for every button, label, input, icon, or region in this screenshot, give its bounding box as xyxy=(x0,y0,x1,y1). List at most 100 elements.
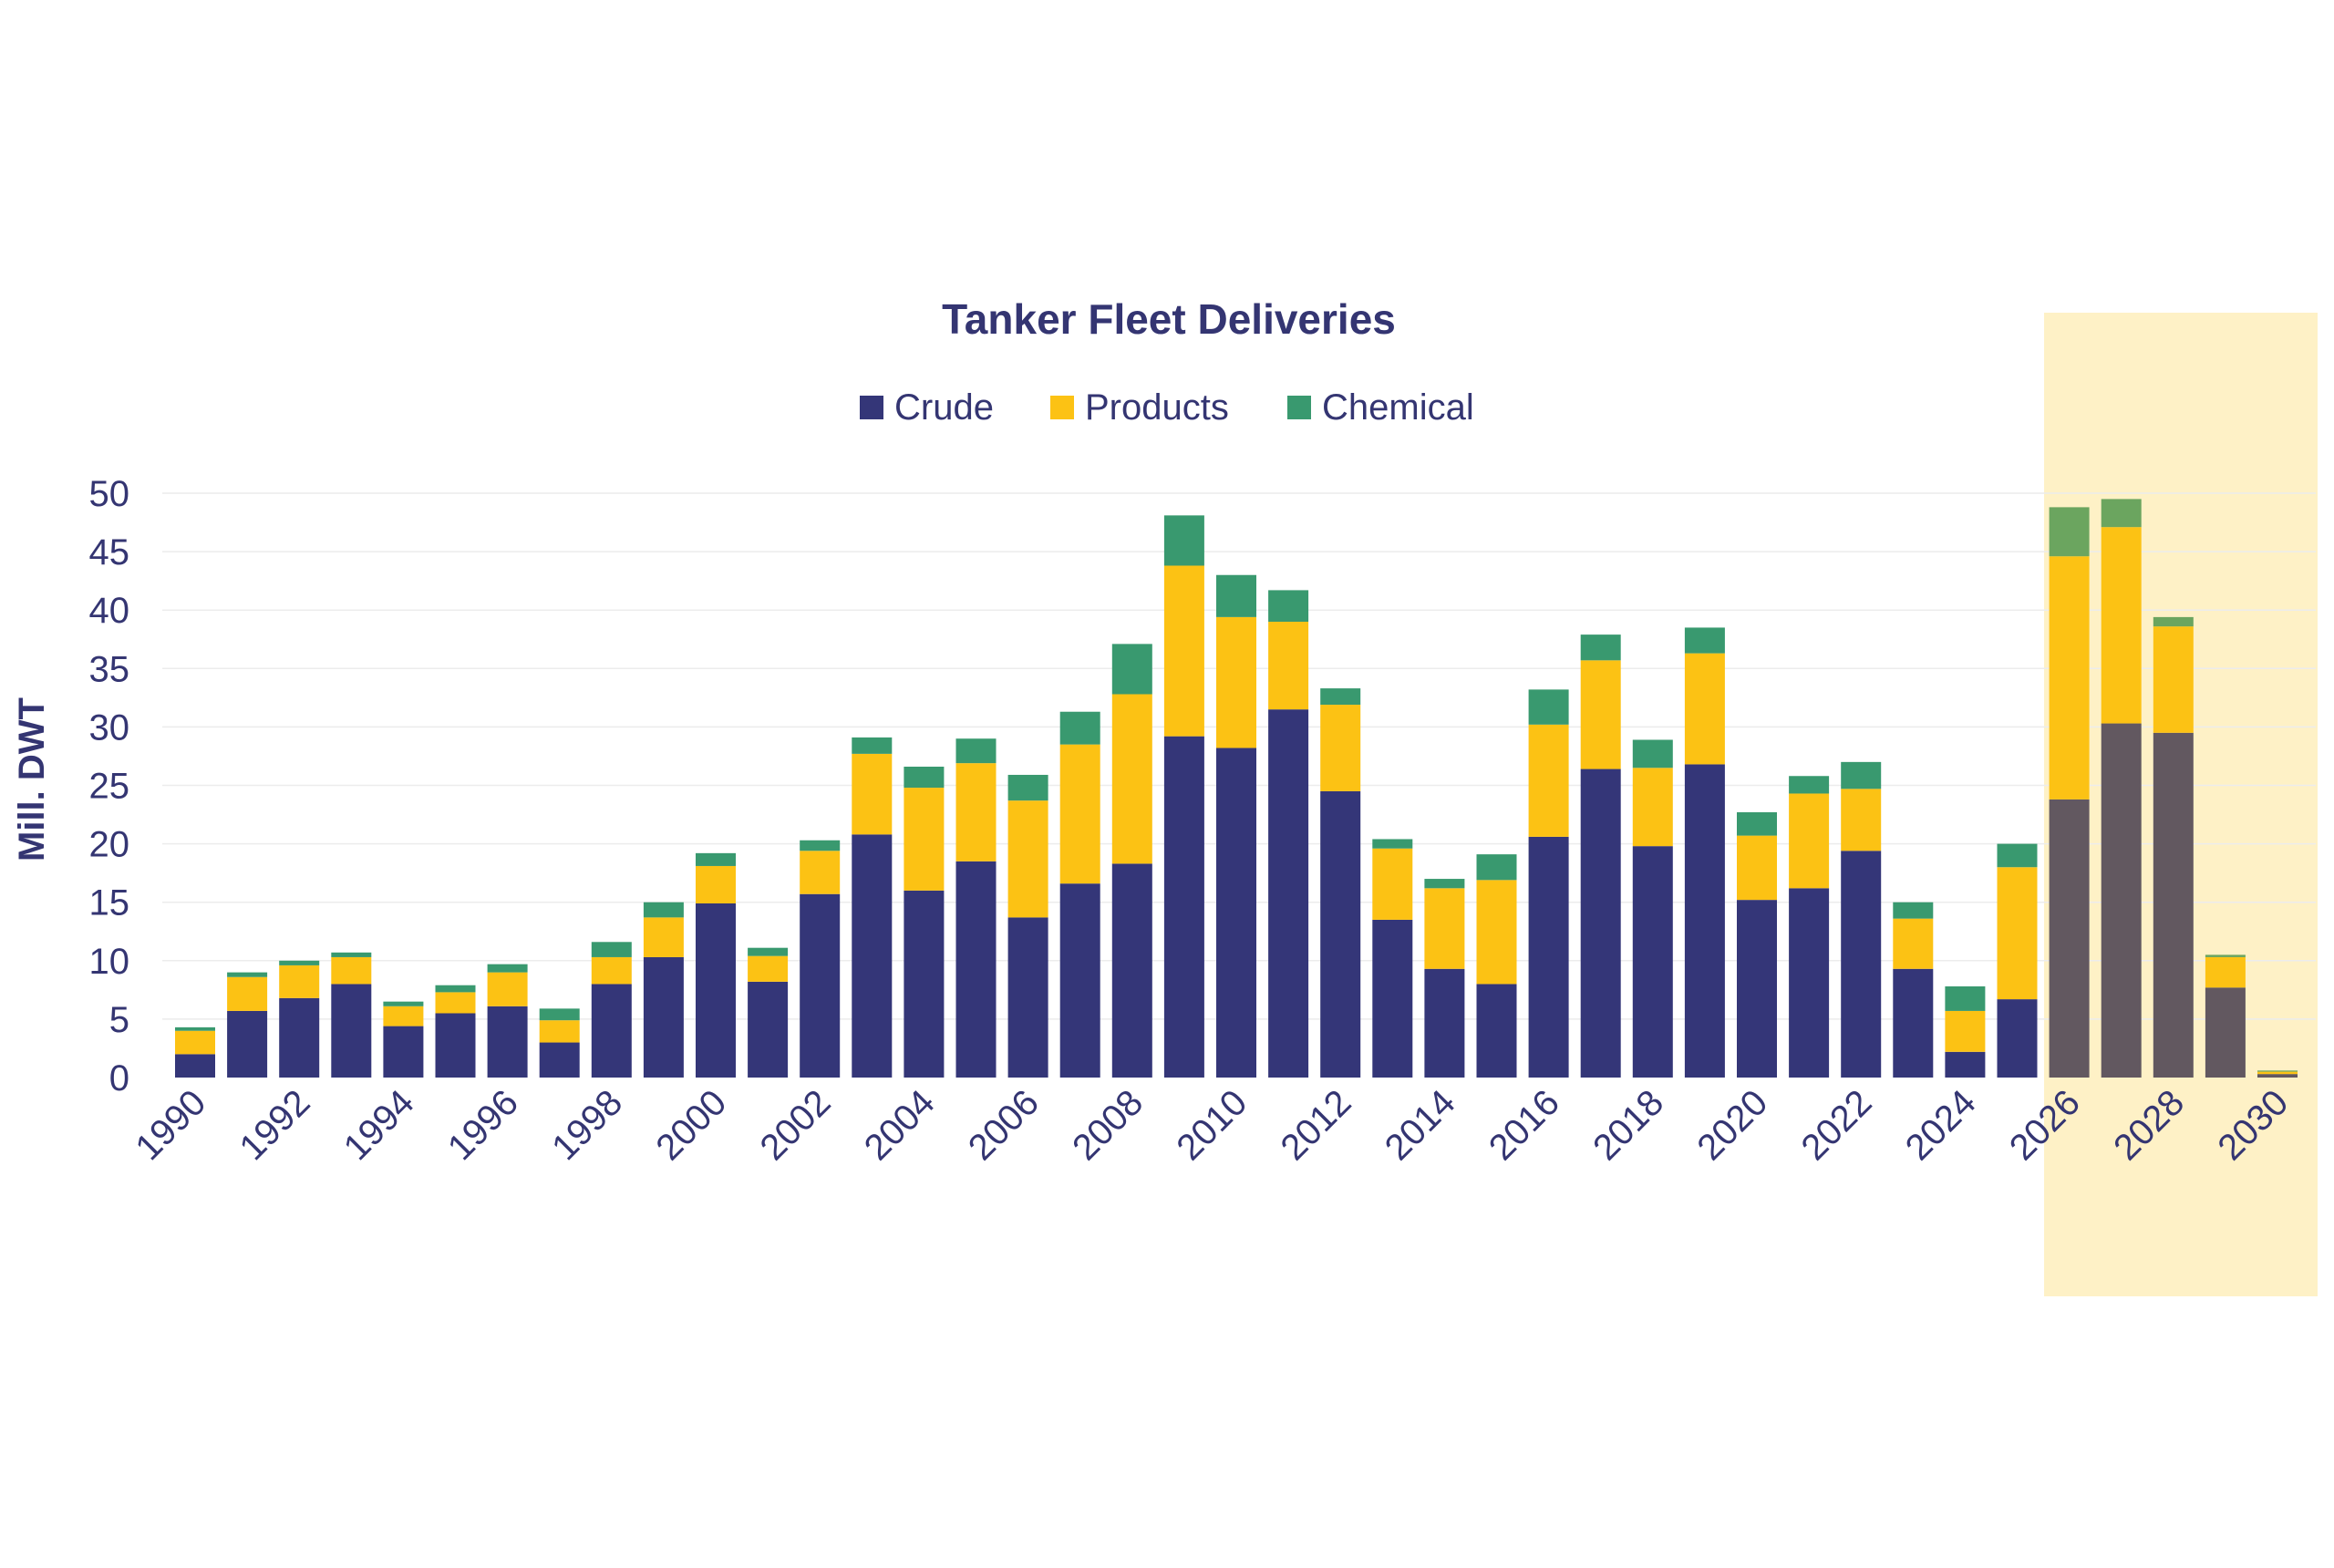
bar-crude-2028 xyxy=(2153,732,2194,1078)
bar-products-2010 xyxy=(1216,616,1256,748)
bar-crude-2008 xyxy=(1111,863,1152,1078)
y-tick-label: 25 xyxy=(89,767,130,807)
bar-stack-2021 xyxy=(1789,776,1830,1078)
bar-stack-1998 xyxy=(591,942,632,1078)
x-tick-label: 2012 xyxy=(1274,1082,1359,1168)
bar-crude-2005 xyxy=(955,861,997,1078)
bar-products-1995 xyxy=(435,992,476,1014)
bar-stack-2027 xyxy=(2101,499,2142,1078)
x-tick-label: 2010 xyxy=(1169,1082,1255,1168)
legend: Crude Products Chemical xyxy=(860,387,1474,428)
x-tick-label: 2022 xyxy=(1794,1082,1880,1168)
bar-stack-2026 xyxy=(2049,507,2090,1078)
bar-crude-2023 xyxy=(1893,968,1934,1078)
bar-chemical-2013 xyxy=(1372,839,1413,849)
y-tick-label: 45 xyxy=(89,532,130,573)
bar-products-2009 xyxy=(1163,565,1204,737)
bar-chemical-2018 xyxy=(1632,739,1673,769)
bar-chemical-2008 xyxy=(1111,644,1152,695)
y-tick-label: 30 xyxy=(89,707,130,748)
legend-item-crude: Crude xyxy=(860,387,994,428)
bar-stack-2009 xyxy=(1163,515,1204,1078)
bar-products-2022 xyxy=(1841,789,1882,851)
bar-crude-2030 xyxy=(2257,1074,2298,1078)
bar-crude-2007 xyxy=(1059,883,1100,1078)
bar-crude-1992 xyxy=(279,997,320,1078)
x-tick-label: 1994 xyxy=(336,1082,422,1168)
bar-products-1997 xyxy=(539,1020,580,1043)
x-tick-label: 2002 xyxy=(753,1082,839,1168)
legend-swatch xyxy=(860,396,883,419)
bar-chemical-2011 xyxy=(1268,590,1309,623)
bar-products-2027 xyxy=(2101,527,2142,724)
bar-products-2011 xyxy=(1268,622,1309,710)
bar-stack-2019 xyxy=(1684,627,1725,1078)
bar-stack-1999 xyxy=(643,902,684,1078)
bar-products-2001 xyxy=(748,955,789,982)
y-tick-label: 0 xyxy=(109,1058,129,1099)
x-tick-label: 1990 xyxy=(128,1082,213,1168)
bar-crude-1995 xyxy=(435,1013,476,1078)
bar-stack-2029 xyxy=(2205,954,2246,1078)
bar-crude-2009 xyxy=(1163,736,1204,1078)
bar-chemical-2017 xyxy=(1580,634,1621,661)
bar-crude-2004 xyxy=(904,890,945,1078)
bar-products-2005 xyxy=(955,763,997,861)
bar-chemical-1992 xyxy=(279,960,320,965)
bar-crude-2021 xyxy=(1789,888,1830,1078)
bar-chemical-2016 xyxy=(1528,689,1569,725)
legend-label: Crude xyxy=(894,387,994,428)
bar-chemical-2026 xyxy=(2049,507,2090,557)
bar-stack-2013 xyxy=(1372,839,1413,1078)
bar-chemical-2002 xyxy=(800,840,841,851)
bar-stack-2005 xyxy=(955,738,997,1078)
bar-crude-1996 xyxy=(487,1006,528,1078)
bar-products-1991 xyxy=(227,976,268,1011)
bar-products-2020 xyxy=(1737,835,1777,901)
y-tick-label: 10 xyxy=(89,942,130,982)
bar-crude-2029 xyxy=(2205,987,2246,1078)
bar-stack-2004 xyxy=(904,766,945,1078)
bar-stack-2017 xyxy=(1580,634,1621,1078)
x-tick-label: 2000 xyxy=(648,1082,734,1168)
legend-swatch xyxy=(1050,396,1074,419)
bar-products-2000 xyxy=(696,865,736,903)
bar-products-1998 xyxy=(591,956,632,985)
bar-crude-2018 xyxy=(1632,846,1673,1078)
bar-products-2026 xyxy=(2049,556,2090,799)
bar-stack-1994 xyxy=(383,1001,424,1078)
bar-products-2019 xyxy=(1684,653,1725,765)
bar-crude-2022 xyxy=(1841,851,1882,1078)
bar-crude-2025 xyxy=(1997,999,2038,1078)
bar-crude-2015 xyxy=(1476,984,1517,1078)
bar-crude-2020 xyxy=(1737,900,1777,1078)
bar-stack-2016 xyxy=(1528,689,1569,1078)
x-tick-label: 2014 xyxy=(1378,1082,1463,1168)
bar-stack-2007 xyxy=(1059,711,1100,1078)
bar-products-1999 xyxy=(643,917,684,957)
bar-products-2015 xyxy=(1476,880,1517,985)
bar-stack-2001 xyxy=(748,947,789,1078)
bar-chemical-2019 xyxy=(1684,627,1725,654)
bar-products-2028 xyxy=(2153,626,2194,733)
bar-chemical-2006 xyxy=(1007,774,1048,801)
bar-crude-2010 xyxy=(1216,748,1256,1078)
bar-products-2002 xyxy=(800,851,841,894)
bar-chemical-2003 xyxy=(852,737,893,754)
y-tick-label: 20 xyxy=(89,825,130,865)
bar-chemical-1995 xyxy=(435,985,476,993)
bar-chemical-2023 xyxy=(1893,902,1934,919)
bar-stack-2012 xyxy=(1320,688,1361,1078)
bar-chemical-2028 xyxy=(2153,616,2194,627)
bar-stack-2008 xyxy=(1111,644,1152,1078)
bar-products-1994 xyxy=(383,1006,424,1026)
bar-stack-2015 xyxy=(1476,854,1517,1078)
bar-crude-2017 xyxy=(1580,769,1621,1078)
bar-crude-2011 xyxy=(1268,709,1309,1078)
legend-swatch xyxy=(1287,396,1311,419)
bar-chemical-2004 xyxy=(904,766,945,789)
bar-stack-2014 xyxy=(1424,879,1465,1078)
bar-crude-2024 xyxy=(1945,1051,1986,1078)
bar-stack-2024 xyxy=(1945,986,1986,1078)
bar-chemical-1990 xyxy=(175,1026,215,1031)
